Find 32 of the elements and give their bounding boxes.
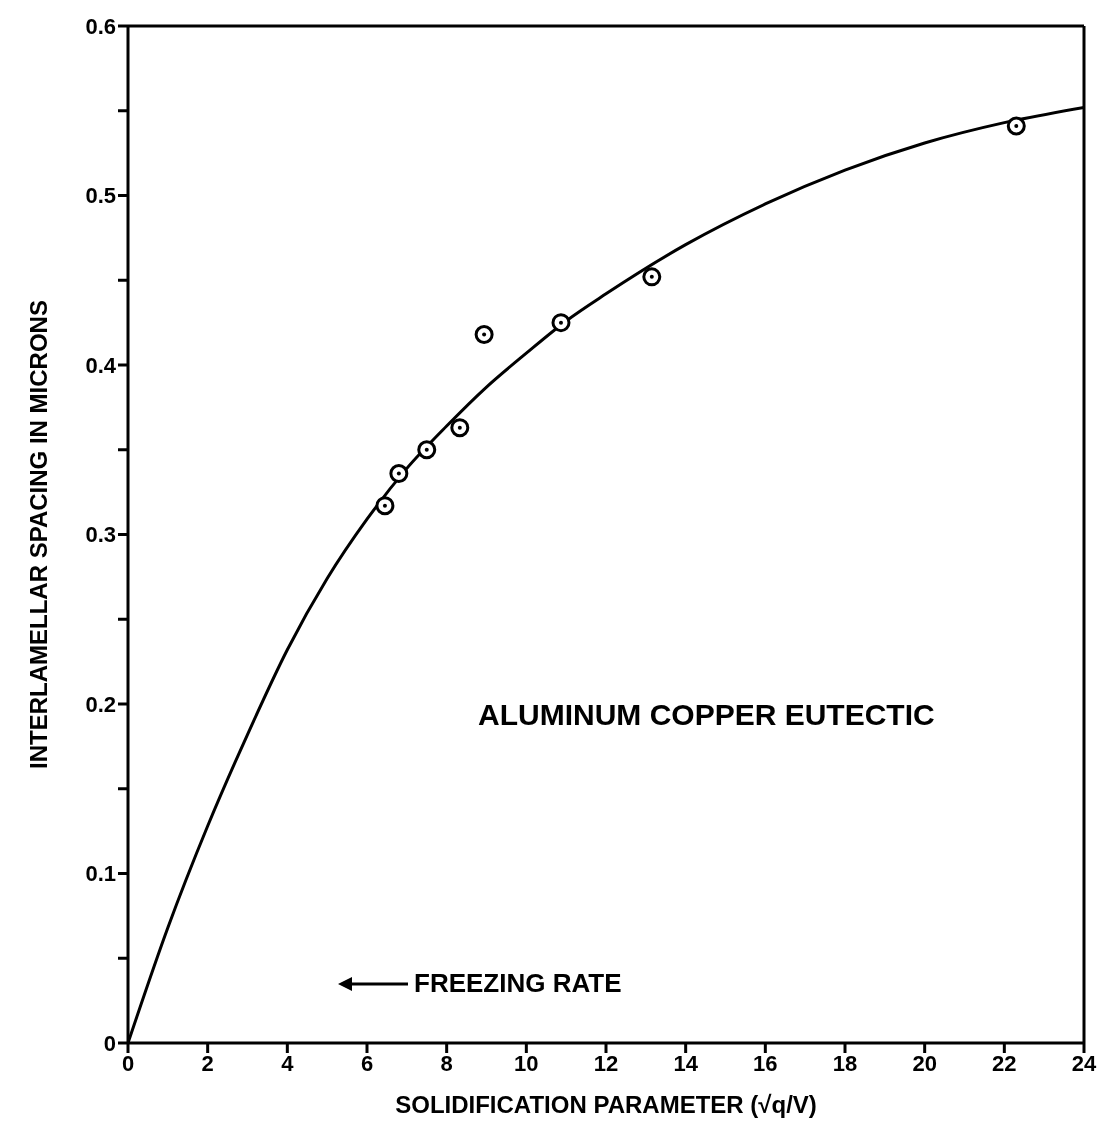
y-tick-label: 0.1	[85, 861, 116, 887]
x-axis-title: SOLIDIFICATION PARAMETER (√q/V)	[395, 1091, 817, 1118]
point	[375, 496, 395, 516]
x-tick-label: 4	[281, 1050, 295, 1076]
y-tick-label: 0	[103, 1030, 116, 1056]
x-tick-label: 18	[832, 1050, 858, 1076]
y-tick-label: 0.2	[85, 691, 116, 717]
x-tick-label: 20	[912, 1050, 937, 1076]
point	[1006, 116, 1026, 136]
x-tick-label: 8	[440, 1050, 453, 1076]
x-tick-label: 0	[121, 1050, 135, 1076]
x-tick-label: 16	[753, 1050, 778, 1076]
x-tick-label: 2	[201, 1050, 214, 1076]
annotation: ALUMINUM COPPER EUTECTIC	[478, 698, 935, 732]
x-tick-label: 12	[593, 1050, 619, 1076]
point	[551, 313, 571, 333]
y-tick-label: 0.6	[85, 13, 116, 39]
x-tick-label: 14	[673, 1050, 699, 1076]
x-tick-label: 22	[992, 1050, 1017, 1076]
x-tick-label: 6	[360, 1050, 374, 1076]
y-axis-title: INTERLAMELLAR SPACING IN MICRONS	[24, 300, 52, 769]
point	[642, 267, 662, 287]
point	[450, 418, 470, 438]
x-tick-label: 10	[514, 1050, 539, 1076]
point	[474, 324, 494, 344]
y-tick-label: 0.5	[85, 183, 116, 209]
point	[417, 440, 437, 460]
y-tick-label: 0.4	[85, 352, 117, 378]
y-tick-label: 0.3	[85, 522, 116, 548]
point	[389, 463, 409, 483]
x-tick-label: 24	[1071, 1050, 1097, 1076]
annotation: FREEZING RATE	[414, 968, 622, 999]
